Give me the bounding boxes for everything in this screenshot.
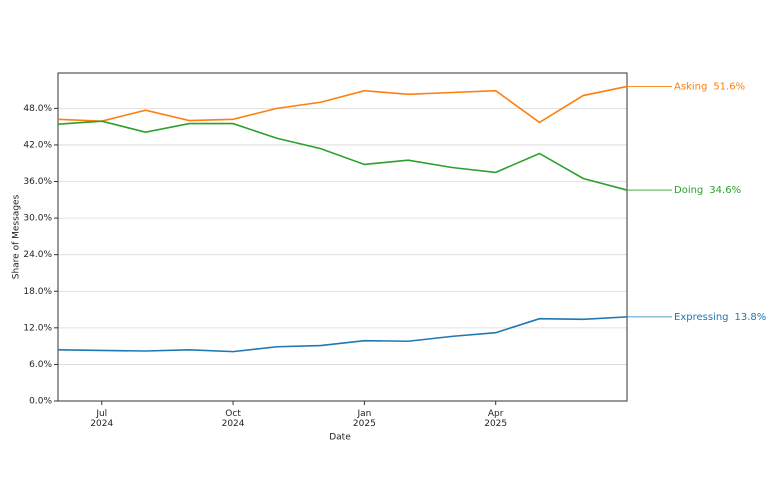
y-tick-label: 30.0% <box>23 214 52 224</box>
y-axis-label: Share of Messages <box>12 194 22 279</box>
value-label: 51.6% <box>713 81 745 92</box>
x-tick-label: Apr 2025 <box>484 409 507 429</box>
x-tick-label: Jul 2024 <box>90 409 113 429</box>
series-line <box>57 120 628 191</box>
legend-label: Asking <box>674 81 707 92</box>
x-tick-label: Oct 2024 <box>222 409 245 429</box>
value-label: 13.8% <box>735 312 767 323</box>
legend-label: Doing <box>674 185 703 196</box>
y-tick-label: 24.0% <box>23 250 52 260</box>
y-tick-label: 6.0% <box>29 360 52 370</box>
y-tick-label: 0.0% <box>29 397 52 407</box>
series-line <box>57 85 628 124</box>
y-tick-label: 42.0% <box>23 140 52 150</box>
y-tick-label: 36.0% <box>23 177 52 187</box>
y-tick-label: 12.0% <box>23 323 52 333</box>
y-tick-label: 48.0% <box>23 104 52 114</box>
y-tick-label: 18.0% <box>23 287 52 297</box>
end-label: Asking 51.6% <box>674 81 745 92</box>
end-label: Doing 34.6% <box>674 185 741 196</box>
end-label: Expressing 13.8% <box>674 312 766 323</box>
legend-label: Expressing <box>674 312 729 323</box>
x-axis-label: Date <box>329 433 351 443</box>
plot-frame <box>57 72 628 402</box>
x-tick-label: Jan 2025 <box>353 409 376 429</box>
series-line <box>57 316 628 353</box>
value-label: 34.6% <box>709 185 741 196</box>
